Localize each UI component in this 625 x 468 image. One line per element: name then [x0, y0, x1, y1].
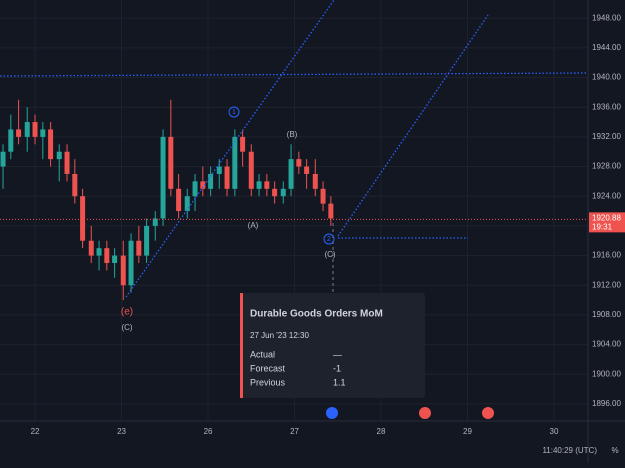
event-row-value: 1.1 — [333, 377, 346, 387]
y-tick-label: 1916.00 — [592, 251, 621, 260]
candle-body — [224, 166, 230, 189]
tooltip-box — [240, 293, 425, 398]
candle-body — [256, 181, 262, 189]
trend-line — [125, 0, 335, 298]
wave-circle — [323, 233, 335, 245]
candle-body — [264, 181, 270, 189]
last-price-label: 1920.88 — [592, 213, 621, 222]
x-tick-label: 23 — [117, 427, 126, 436]
wave-label: (C) — [121, 323, 132, 332]
y-tick-label: 1928.00 — [592, 162, 621, 171]
candle-body — [232, 136, 238, 189]
y-tick-label: 1900.00 — [592, 369, 621, 378]
y-tick-label: 1908.00 — [592, 310, 621, 319]
tooltip-accent — [240, 293, 243, 398]
percent-toggle[interactable]: % — [611, 446, 618, 455]
candle-body — [72, 173, 78, 197]
clock: 11:40:29 (UTC) — [542, 446, 597, 455]
y-tick-label: 1932.00 — [592, 132, 621, 141]
y-tick-label: 1940.00 — [592, 73, 621, 82]
candle-body — [216, 166, 222, 174]
candle-body — [80, 196, 86, 241]
candle-body — [64, 151, 70, 174]
event-row-label: Forecast — [250, 363, 286, 373]
event-row-label: Actual — [250, 349, 275, 359]
wave-label: (C) — [324, 250, 335, 259]
event-title: Durable Goods Orders MoM — [250, 309, 383, 320]
candle-body — [8, 129, 14, 152]
candle-body — [112, 255, 118, 263]
candle-body — [0, 151, 6, 167]
candle-body — [184, 196, 190, 212]
y-tick-label: 1912.00 — [592, 280, 621, 289]
y-tick-label: 1948.00 — [592, 13, 621, 22]
candle-body — [136, 240, 142, 256]
candle-body — [96, 248, 102, 256]
candle-body — [48, 129, 54, 160]
y-tick-label: 1936.00 — [592, 102, 621, 111]
event-icons — [326, 407, 494, 419]
candle-body — [288, 159, 294, 189]
x-tick-label: 26 — [204, 427, 213, 436]
wave-circle — [228, 106, 240, 118]
candle-body — [168, 136, 174, 189]
candle-body — [248, 151, 254, 189]
y-tick-label: 1924.00 — [592, 191, 621, 200]
y-tick-label: 1944.00 — [592, 43, 621, 52]
annotations: (e) (C) 1 (A) (B) 2 (C) — [121, 106, 336, 332]
candle-body — [144, 225, 150, 256]
countdown: 19:31 — [592, 222, 613, 231]
candle-body — [128, 240, 134, 286]
event-row-value: -1 — [333, 363, 341, 373]
candle-body — [304, 166, 310, 174]
horizontal-line — [0, 72, 589, 77]
candle-body — [192, 181, 198, 197]
event-icon[interactable] — [326, 407, 338, 419]
event-row-label: Previous — [250, 377, 286, 387]
candle-body — [24, 122, 30, 137]
trend-line — [337, 14, 489, 237]
x-tick-label: 29 — [463, 427, 472, 436]
wave-label: (e) — [121, 307, 133, 318]
candle-body — [104, 248, 110, 263]
event-tooltip: Durable Goods Orders MoM 27 Jun '23 12:3… — [240, 293, 425, 398]
y-tick-label: 1896.00 — [592, 399, 621, 408]
candle-body — [16, 129, 22, 137]
x-tick-label: 30 — [550, 427, 559, 436]
candle-body — [88, 240, 94, 256]
x-tick-label: 27 — [290, 427, 299, 436]
price-label-box — [589, 212, 625, 233]
candle-body — [32, 122, 38, 137]
candle-body — [328, 203, 334, 219]
candle-body — [272, 188, 278, 197]
event-icon[interactable] — [419, 407, 431, 419]
wave-label: (A) — [248, 221, 259, 230]
candle-body — [160, 136, 166, 219]
x-tick-label: 28 — [377, 427, 386, 436]
wave-label: 1 — [232, 109, 236, 116]
candle-body — [200, 181, 206, 189]
event-icon[interactable] — [482, 407, 494, 419]
x-tick-label: 22 — [31, 427, 40, 436]
candle-body — [240, 136, 246, 152]
candle-body — [120, 255, 126, 286]
candle-body — [208, 173, 214, 189]
y-tick-label: 1904.00 — [592, 340, 621, 349]
candle-body — [280, 188, 286, 197]
candle-body — [312, 173, 318, 189]
candle-body — [56, 151, 62, 160]
wave-label: (B) — [287, 130, 298, 139]
candle-body — [176, 188, 182, 212]
event-date: 27 Jun '23 12:30 — [250, 331, 309, 340]
candle-body — [320, 188, 326, 204]
candle-body — [152, 218, 158, 226]
event-row-value: — — [333, 349, 342, 359]
wave-label: 2 — [327, 236, 331, 243]
candle-body — [40, 129, 46, 137]
candle-body — [296, 159, 302, 167]
